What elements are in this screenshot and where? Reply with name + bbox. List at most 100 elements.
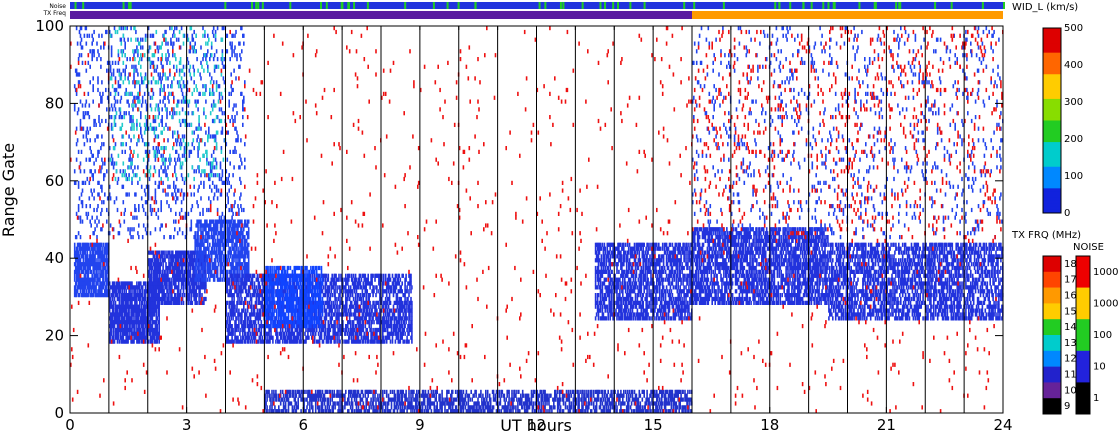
heatmap-cell [81,269,84,274]
heatmap-cell [383,289,386,294]
heatmap-cell [179,269,182,274]
heatmap-cell [127,285,129,290]
heatmap-cell [398,339,401,344]
heatmap-cell [73,250,76,255]
heatmap-cell [203,296,205,302]
heatmap-cell [183,262,186,267]
heatmap-cell [363,331,366,336]
heatmap-cell [410,289,412,294]
heatmap-cell [186,285,189,290]
heatmap-cell [93,277,95,282]
heatmap-cell [236,293,238,298]
heatmap-cell [204,246,206,251]
heatmap-cell [168,277,170,282]
heatmap-cell [176,258,179,263]
heatmap-cell [355,335,358,340]
heatmap-cell [73,293,76,298]
heatmap-cell [159,285,161,290]
heatmap-cell [279,296,281,302]
heatmap-cell [227,242,229,247]
heatmap-cell [170,293,172,298]
heatmap-cell [229,219,231,224]
heatmap-cell [247,273,250,278]
heatmap-cell [153,254,156,259]
heatmap-cell [134,324,136,329]
heatmap-cell [123,320,126,325]
heatmap-cell [360,331,363,336]
heatmap-cell [404,289,406,294]
heatmap-cell [233,285,235,290]
heatmap-cell [184,254,187,259]
heatmap-cell [236,316,238,321]
heatmap-cell [348,296,351,302]
heatmap-cell [226,223,229,228]
heatmap-cell [147,308,150,313]
heatmap-cell [103,277,105,282]
heatmap-cell [321,289,324,294]
heatmap-cell [109,339,112,344]
heatmap-cell [135,335,137,340]
heatmap-cell [366,277,368,282]
heatmap-cell [266,265,268,271]
heatmap-cell [301,324,303,329]
heatmap-cell [410,273,412,278]
heatmap-cell [244,320,247,325]
heatmap-cell [226,281,229,286]
heatmap-cell [271,335,273,340]
heatmap-cell [180,258,183,263]
heatmap-cell [207,246,209,251]
heatmap-cell [147,273,150,278]
heatmap-cell [343,312,345,317]
heatmap-cell [229,289,231,294]
heatmap-cell [233,223,235,228]
heatmap-cell [141,289,144,294]
heatmap-cell [364,339,367,344]
heatmap-cell [407,304,409,309]
heatmap-cell [238,293,240,298]
heatmap-cell [140,320,143,325]
heatmap-cell [276,293,278,298]
heatmap-cell [126,327,128,333]
heatmap-cell [228,324,230,329]
heatmap-cell [179,273,182,278]
heatmap-cell [145,331,148,336]
heatmap-cell [359,320,362,325]
heatmap-cell [349,289,352,294]
heatmap-cell [137,308,139,313]
heatmap-cell [259,300,262,305]
heatmap-cell [210,269,213,274]
heatmap-cell [366,320,368,325]
heatmap-cell [271,277,273,282]
heatmap-cell [245,281,248,286]
heatmap-cell [127,312,129,317]
heatmap-cell [299,289,301,294]
heatmap-cell [405,289,407,294]
heatmap-cell [135,308,137,313]
heatmap-cell [93,246,95,251]
heatmap-cell [150,339,153,344]
heatmap-cell [357,277,360,282]
heatmap-cell [385,339,388,344]
heatmap-cell [296,335,298,340]
heatmap-cell [387,331,390,336]
noise-bar-accent [340,2,343,9]
heatmap-cell [305,277,307,282]
heatmap-cell [210,227,213,232]
heatmap-cell [216,219,219,224]
heatmap-cell [141,293,144,298]
heatmap-cell [372,289,374,294]
heatmap-cell [292,304,295,309]
heatmap-cell [252,335,255,340]
heatmap-cell [227,254,229,259]
heatmap-cell [289,320,292,325]
heatmap-cell [329,339,332,344]
heatmap-cell [229,320,231,325]
noise-bar-accent [457,2,460,9]
heatmap-cell [240,242,242,247]
heatmap-cell [157,293,160,298]
heatmap-cell [277,331,279,336]
heatmap-cell [245,277,248,282]
noise-bar-accent [559,2,562,9]
heatmap-cell [167,269,169,274]
heatmap-cell [238,219,240,224]
